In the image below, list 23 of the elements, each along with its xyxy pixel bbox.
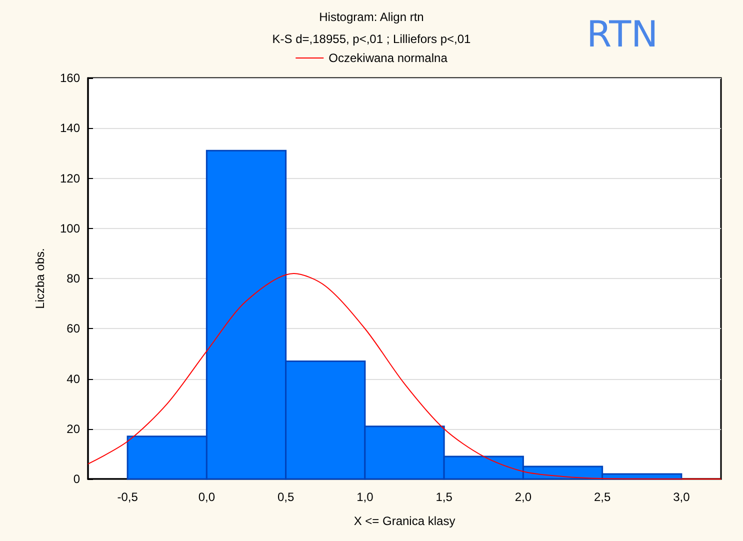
text: RTN	[586, 14, 658, 56]
y-tick-label: 120	[60, 171, 80, 186]
y-tick-label: 140	[60, 121, 80, 136]
y-tick-label: 100	[60, 221, 80, 236]
x-tick-label: 1,5	[436, 490, 453, 504]
x-tick-label: 2,5	[594, 490, 611, 504]
y-tick-label: 80	[66, 272, 80, 286]
chart-title: Histogram: Align rtn	[319, 10, 424, 24]
y-tick-label: 20	[66, 422, 80, 436]
y-axis-title: Liczba obs.	[33, 248, 47, 309]
x-tick-label: 0,0	[198, 490, 216, 504]
x-tick-label: 1,0	[356, 490, 374, 504]
legend-label: Oczekiwana normalna	[328, 51, 448, 65]
x-tick-label: 2,0	[514, 490, 532, 504]
x-tick-label: 3,0	[673, 490, 690, 504]
y-tick-label: 0	[73, 472, 80, 486]
x-tick-label: 0,5	[277, 490, 294, 504]
y-tick-label: 60	[66, 322, 80, 336]
x-axis-title: X <= Granica klasy	[354, 514, 456, 528]
y-tick-label: 40	[66, 372, 80, 386]
chart-subtitle: K-S d=,18955, p<,01 ; Lilliefors p<,01	[272, 32, 472, 46]
x-tick-label: -0,5	[117, 490, 138, 504]
y-tick-label: 160	[60, 71, 80, 85]
